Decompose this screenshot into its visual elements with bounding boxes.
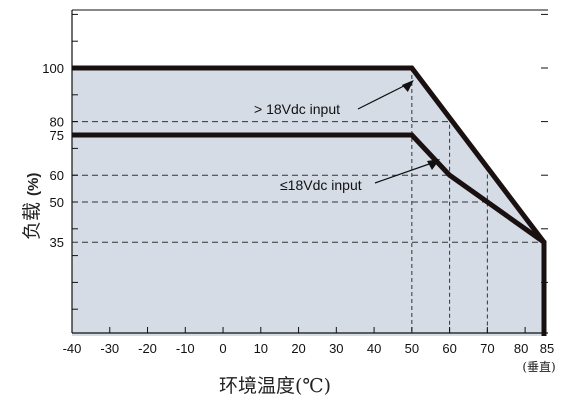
annotation-leader-above-18vdc	[357, 84, 407, 110]
y-tick-label: 75	[50, 128, 64, 143]
annotation-arrowhead-above-18vdc	[401, 80, 414, 92]
x-tick-label: 70	[480, 341, 494, 356]
x-tick-label: -40	[63, 341, 82, 356]
x-tick-label: -30	[100, 341, 119, 356]
y-axis-title-text: 负载	[21, 202, 43, 240]
y-tick-label: 60	[50, 168, 64, 183]
x-tick-label: 40	[367, 341, 381, 356]
x-tick-label: 85	[540, 341, 554, 356]
x-tick-label: -20	[138, 341, 157, 356]
x-tick-label: -10	[176, 341, 195, 356]
x-tick-label: 60	[442, 341, 456, 356]
x-tick-label: 50	[405, 341, 419, 356]
x-tick-label: 20	[291, 341, 305, 356]
x-axis-title: 环境温度(℃)	[219, 375, 331, 397]
y-tick-label: 50	[50, 195, 64, 210]
x-tick-label: 10	[254, 341, 268, 356]
y-tick-label: 100	[42, 61, 64, 76]
annotation-label-below-18vdc: ≤18Vdc input	[280, 177, 362, 193]
y-axis-title-unit: (%)	[25, 173, 42, 196]
y-axis-title: 负载 (%)	[21, 173, 43, 240]
x-tick-label: 30	[329, 341, 343, 356]
series-line-below-18vdc	[72, 132, 547, 336]
y-tick-label: 80	[50, 115, 64, 130]
y-tick-label: 35	[50, 235, 64, 250]
annotation-arrowhead-below-18vdc	[427, 159, 440, 170]
annotation-leader-below-18vdc	[374, 162, 433, 184]
x-tick-label: 80	[514, 341, 528, 356]
annotation-label-above-18vdc: > 18Vdc input	[254, 101, 340, 117]
x-axis-note: (垂直)	[522, 360, 555, 374]
x-tick-label: 0	[219, 341, 226, 356]
